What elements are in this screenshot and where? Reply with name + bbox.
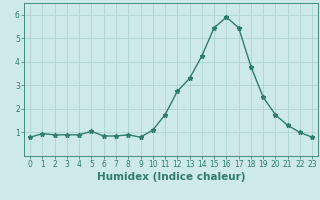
X-axis label: Humidex (Indice chaleur): Humidex (Indice chaleur) [97,172,245,182]
